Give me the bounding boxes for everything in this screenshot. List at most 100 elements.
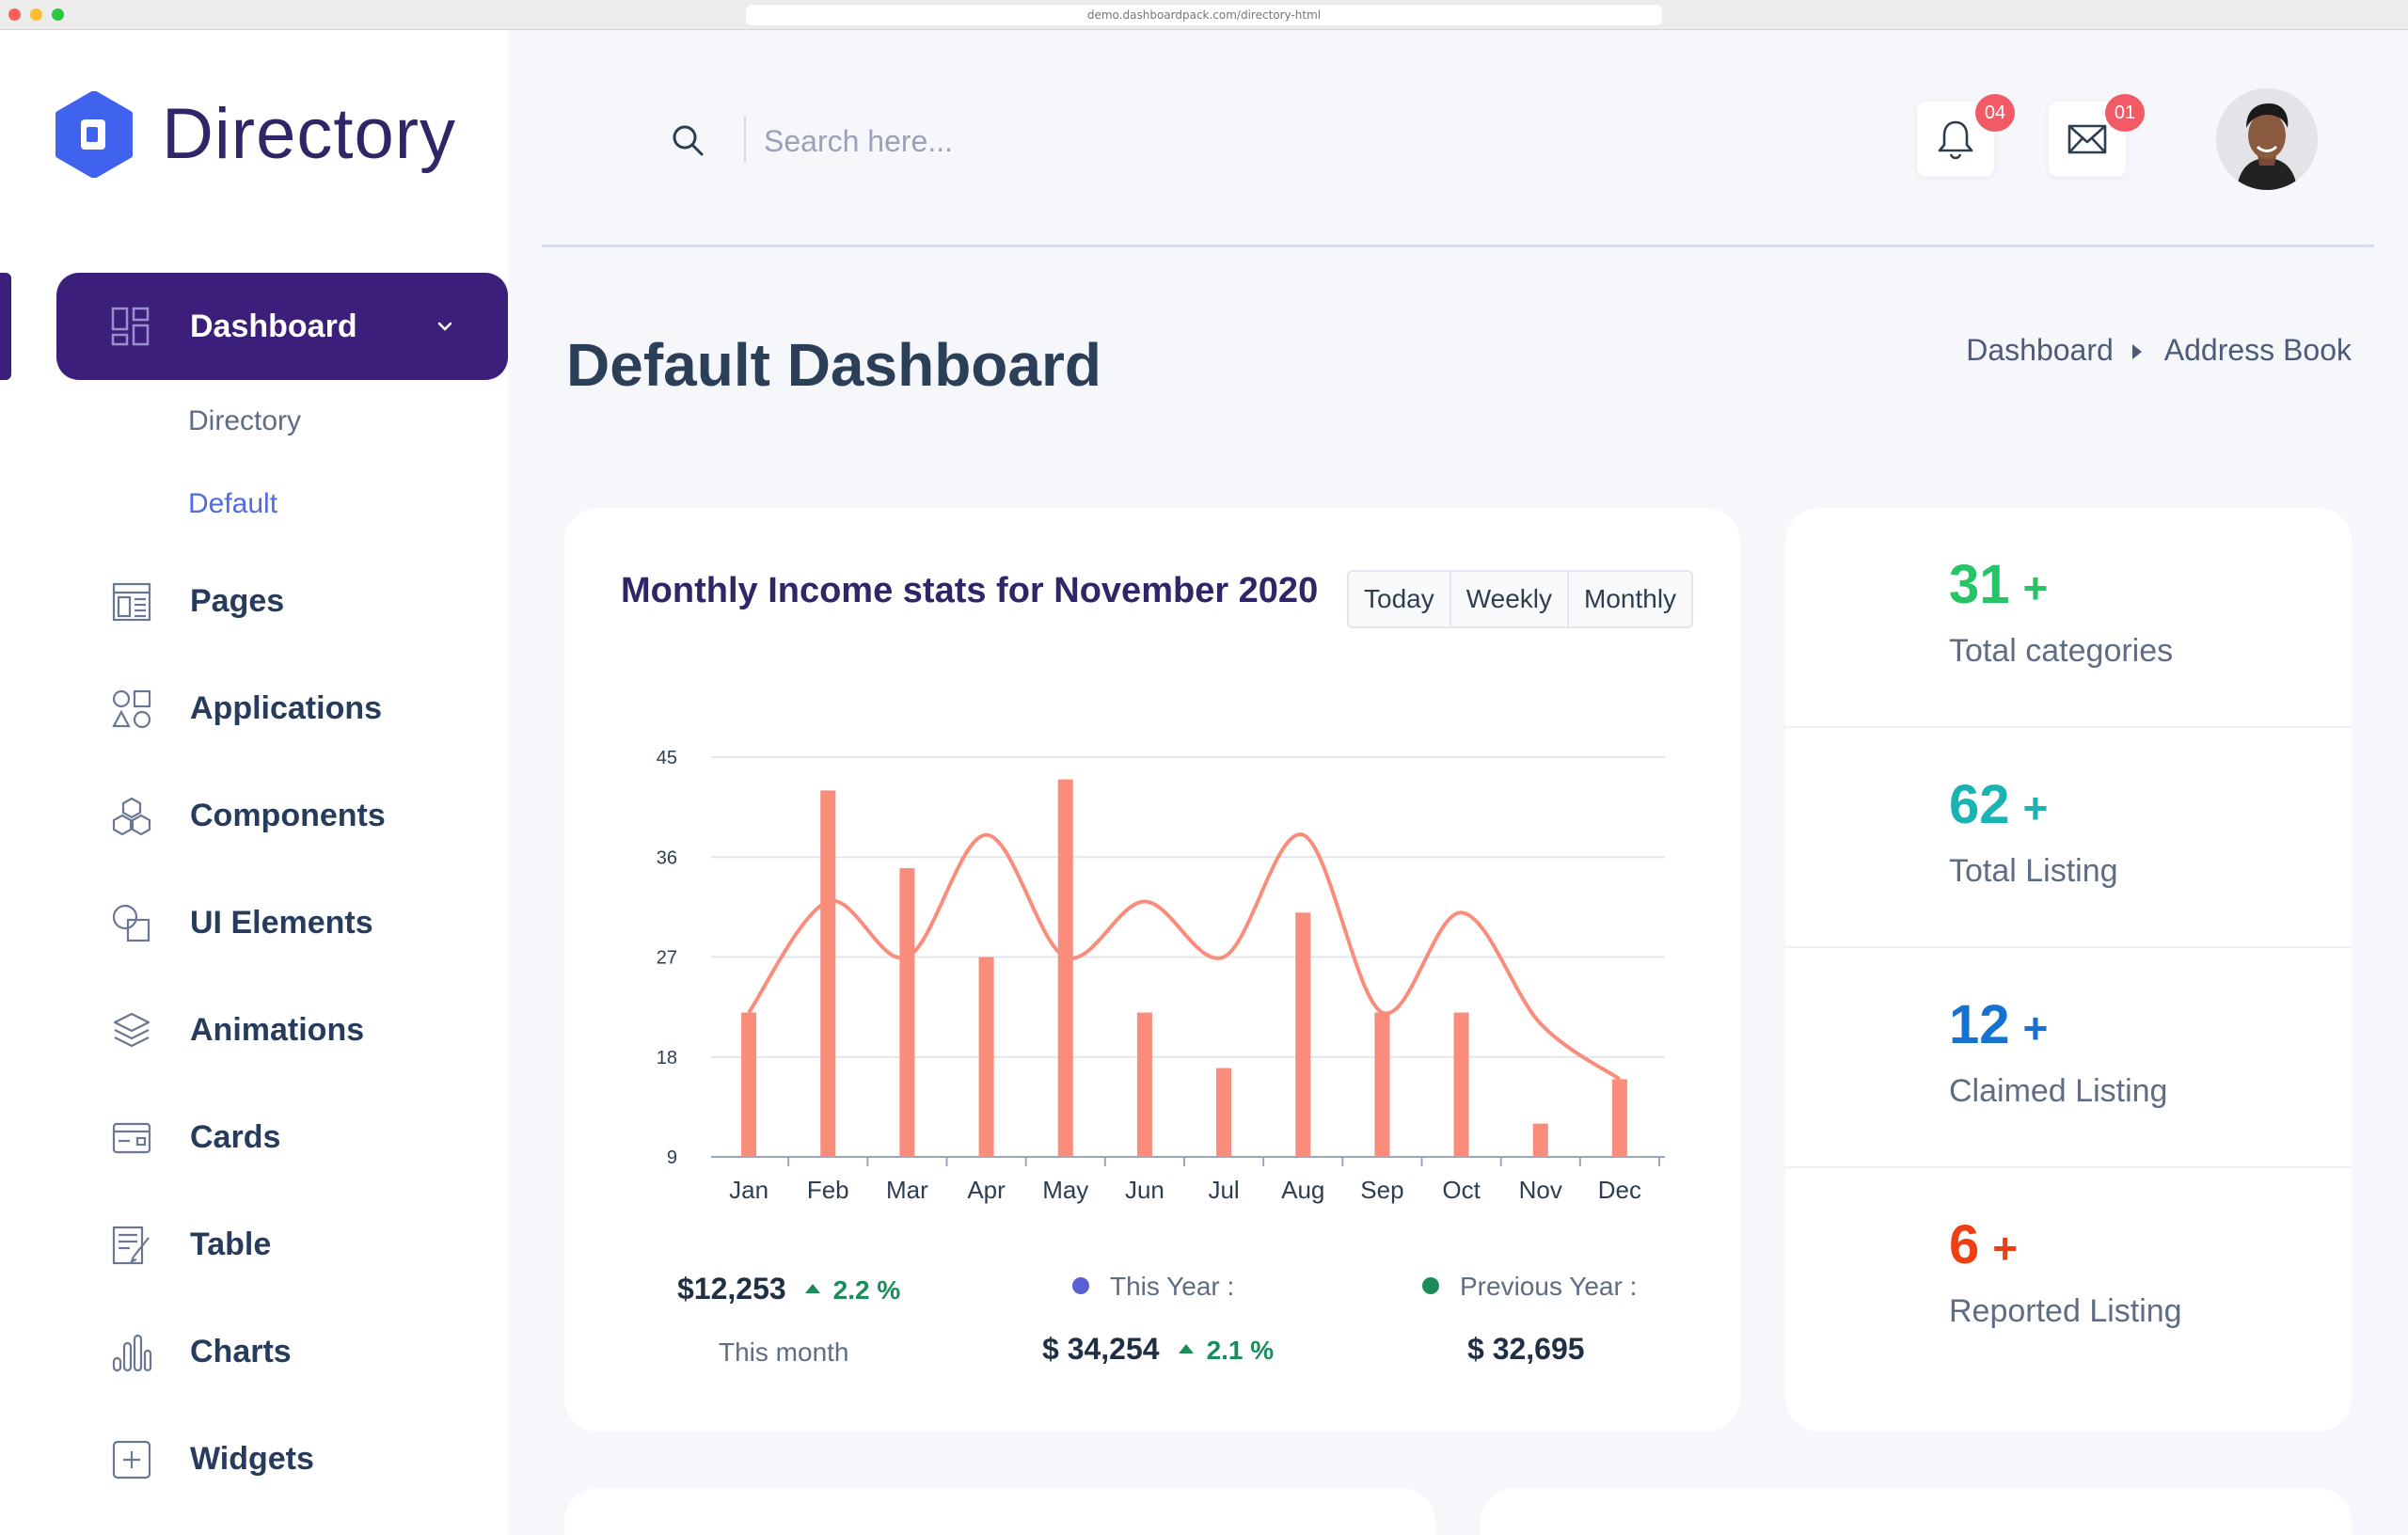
bottom-card-right (1481, 1488, 2352, 1535)
close-window-button[interactable] (8, 8, 21, 21)
bell-icon (1938, 120, 1973, 160)
stat-label: Total categories (1949, 633, 2174, 669)
card-icon (112, 1122, 151, 1154)
this-month-label: This month (719, 1337, 849, 1367)
sidebar-subitem-default[interactable]: Default (188, 488, 278, 519)
tab-monthly[interactable]: Monthly (1584, 584, 1677, 613)
tab-weekly[interactable]: Weekly (1451, 572, 1570, 626)
trend-up-icon (804, 1283, 820, 1293)
breadcrumb-dashboard[interactable]: Dashboard (1966, 333, 2114, 367)
sidebar-item-table[interactable]: Table (111, 1211, 506, 1277)
sidebar: Directory Dashboard Directory Default Pa… (0, 30, 508, 1535)
bar (978, 957, 994, 1157)
cubes-icon (112, 797, 151, 836)
stat-reported-listing[interactable]: 6 + Reported Listing (1785, 1168, 2352, 1388)
app-logo-text[interactable]: Directory (162, 94, 457, 174)
shapes-icon (112, 689, 151, 729)
trend-up-icon (1178, 1343, 1194, 1353)
sidebar-item-components[interactable]: Components (111, 783, 506, 848)
bar-chart-icon (112, 1334, 152, 1372)
sidebar-item-label: Table (190, 1226, 272, 1262)
notifications-badge: 04 (1975, 94, 2015, 132)
plus-square-icon (112, 1440, 151, 1480)
sidebar-item-ui-elements[interactable]: UI Elements (111, 890, 506, 956)
sidebar-item-label: UI Elements (190, 905, 373, 941)
previous-year-value: $ 32,695 (1467, 1332, 1585, 1366)
income-stats-card: Monthly Income stats for November 2020 T… (564, 508, 1740, 1432)
bar (899, 868, 915, 1157)
this-month-value: $12,253 (677, 1272, 786, 1306)
sidebar-item-label: Dashboard (190, 309, 357, 344)
mail-icon (2067, 124, 2107, 154)
previous-year-label: Previous Year : (1460, 1272, 1638, 1301)
y-tick-label: 18 (657, 1048, 677, 1068)
this-year-value: $ 34,254 (1042, 1332, 1160, 1366)
x-tick-label: Oct (1442, 1176, 1481, 1204)
x-tick-label: Jan (729, 1176, 768, 1204)
breadcrumb-address-book[interactable]: Address Book (2163, 333, 2352, 367)
bar (1136, 1012, 1152, 1157)
sidebar-item-animations[interactable]: Animations (111, 997, 506, 1063)
tab-today[interactable]: Today (1349, 572, 1451, 626)
bar (1611, 1079, 1627, 1157)
search-input[interactable] (764, 115, 1272, 167)
maximize-window-button[interactable] (52, 8, 64, 21)
stat-value: 12 + (1949, 994, 2049, 1055)
search-icon[interactable] (670, 122, 707, 160)
sidebar-item-applications[interactable]: Applications (111, 675, 506, 741)
stat-total-categories[interactable]: 31 + Total categories (1785, 508, 2352, 728)
y-tick-label: 27 (657, 948, 677, 969)
page-title: Default Dashboard (566, 331, 1101, 399)
grid-icon (111, 307, 150, 346)
series-line (747, 832, 1622, 1082)
y-tick-label: 45 (657, 748, 677, 768)
listing-stats-card: 31 + Total categories 62 + Total Listing 1… (1785, 508, 2352, 1432)
stat-value: 62 + (1949, 774, 2049, 835)
income-chart: 9 18 27 36 45 Jan Feb Mar Apr May Jun Jul Aug Sep Oct N… (657, 748, 1665, 1204)
sidebar-subitem-directory[interactable]: Directory (188, 405, 302, 436)
bar (1057, 779, 1073, 1157)
stat-label: Reported Listing (1949, 1293, 2182, 1329)
x-tick-label: Mar (886, 1176, 928, 1204)
layers-icon (113, 1012, 150, 1048)
x-tick-label: Dec (1598, 1176, 1641, 1204)
this-year-legend-dot (1072, 1276, 1089, 1294)
x-tick-label: Feb (807, 1176, 849, 1204)
chevron-down-icon[interactable] (429, 310, 461, 342)
sidebar-item-label: Components (190, 798, 386, 833)
bottom-card-left (564, 1488, 1435, 1535)
messages-badge: 01 (2105, 94, 2145, 132)
browser-chrome: demo.dashboardpack.com/directory-html (0, 0, 2408, 30)
sidebar-item-pages[interactable]: Pages (111, 568, 506, 634)
previous-year-legend-dot (1422, 1276, 1439, 1294)
sidebar-item-cards[interactable]: Cards (111, 1104, 506, 1170)
x-tick-label: Sep (1360, 1176, 1403, 1204)
this-month-change: 2.2 % (832, 1275, 901, 1305)
ui-elements-icon (112, 904, 150, 942)
user-avatar[interactable] (2216, 88, 2318, 190)
sidebar-item-dashboard[interactable]: Dashboard (56, 273, 508, 380)
x-tick-label: Nov (1519, 1176, 1562, 1204)
x-tick-label: Jul (1208, 1176, 1239, 1204)
sidebar-item-label: Animations (190, 1012, 365, 1048)
sidebar-item-charts[interactable]: Charts (111, 1319, 506, 1385)
bar (741, 1012, 757, 1157)
directory-logo-icon (55, 91, 133, 178)
stat-value: 31 + (1949, 554, 2049, 615)
table-icon (112, 1226, 150, 1265)
stat-label: Claimed Listing (1949, 1073, 2168, 1109)
stat-total-listing[interactable]: 62 + Total Listing (1785, 728, 2352, 948)
stat-claimed-listing[interactable]: 12 + Claimed Listing (1785, 948, 2352, 1168)
address-bar[interactable]: demo.dashboardpack.com/directory-html (746, 5, 1662, 25)
breadcrumb-separator-icon (2131, 343, 2142, 359)
bar (1532, 1123, 1548, 1157)
sidebar-item-widgets[interactable]: Widgets (111, 1426, 506, 1492)
bar (820, 790, 836, 1157)
sidebar-item-label: Cards (190, 1119, 281, 1155)
minimize-window-button[interactable] (30, 8, 42, 21)
bar (1453, 1012, 1469, 1157)
this-year-label: This Year : (1110, 1272, 1235, 1301)
sidebar-item-label: Charts (190, 1334, 292, 1369)
breadcrumb: Dashboard Address Book (1966, 331, 2352, 369)
y-tick-label: 9 (667, 1147, 677, 1168)
